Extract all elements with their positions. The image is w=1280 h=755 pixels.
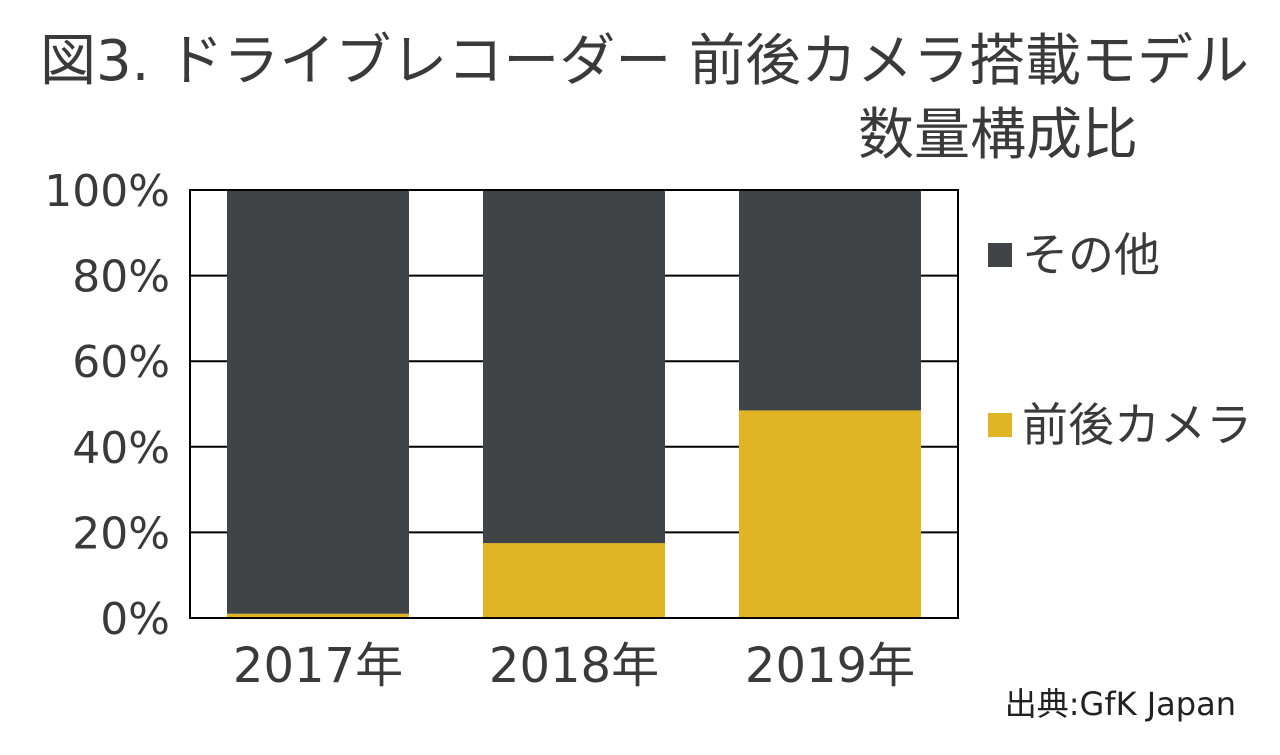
legend-item-front-rear: 前後カメラ: [988, 395, 1252, 455]
legend-label-front-rear: 前後カメラ: [1022, 398, 1252, 452]
source-note: 出典:GfK Japan: [1004, 685, 1236, 723]
y-tick-label: 60%: [72, 337, 170, 388]
legend-item-other: その他: [988, 225, 1160, 285]
chart-title-line1: 図3. ドライブレコーダー 前後カメラ搭載モデル: [40, 29, 1250, 94]
y-tick-label: 0%: [100, 594, 170, 645]
y-tick-label: 100%: [44, 166, 170, 217]
bar-segment: [227, 190, 409, 614]
bar-segment: [483, 190, 665, 544]
bar-segment: [483, 543, 665, 618]
x-tick-label: 2018年: [489, 638, 659, 694]
chart-title-line2: 数量構成比: [858, 103, 1138, 168]
y-tick-label: 40%: [72, 423, 170, 474]
bar-segment: [739, 190, 921, 411]
legend-swatch-front-rear: [988, 413, 1012, 437]
x-tick-label: 2017年: [233, 638, 403, 694]
y-tick-label: 20%: [72, 508, 170, 559]
y-tick-label: 80%: [72, 252, 170, 303]
x-tick-label: 2019年: [745, 638, 915, 694]
bar-segment: [739, 410, 921, 618]
bar-segment: [227, 613, 409, 618]
legend-swatch-other: [988, 243, 1012, 267]
plot-frame: [189, 189, 959, 619]
legend-label-other: その他: [1022, 228, 1160, 282]
